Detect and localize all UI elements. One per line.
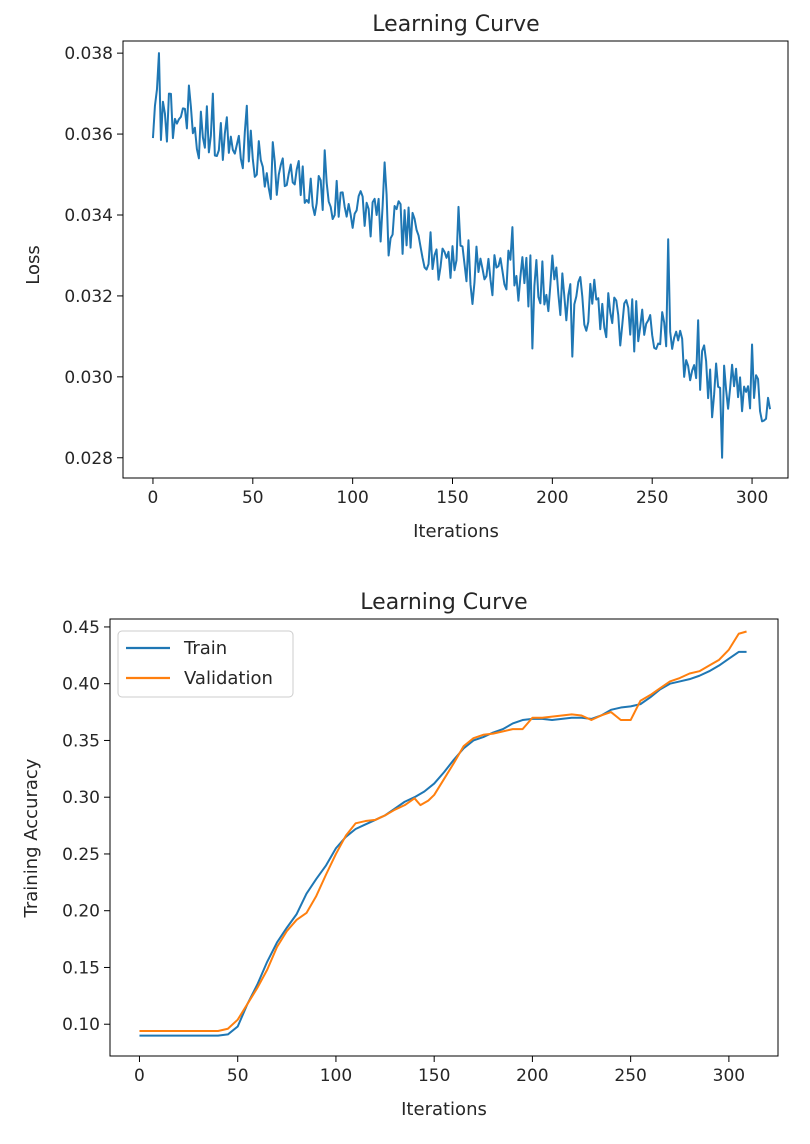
accuracy-chart-plot-area xyxy=(139,630,747,1037)
loss-chart: Learning Curve Iterations Loss 0 50 100 150… xyxy=(23,12,789,542)
loss-chart-plot-area xyxy=(151,52,772,459)
loss-chart-series-loss-line xyxy=(151,52,772,459)
accuracy-chart-xtick-label: 200 xyxy=(516,1066,548,1086)
accuracy-chart-series-validation-line xyxy=(139,630,747,1033)
loss-chart-xtick-label: 200 xyxy=(536,488,568,508)
accuracy-chart-xtick-label: 100 xyxy=(320,1066,352,1086)
loss-chart-ytick-label: 0.036 xyxy=(64,125,113,145)
accuracy-chart-xtick-label: 250 xyxy=(614,1066,646,1086)
accuracy-chart-ytick-label: 0.35 xyxy=(62,731,100,751)
accuracy-chart-ticks: 0 50 100 150 200 250 300 0.10 0.15 0.20 0.25 0.30 0.… xyxy=(62,618,745,1086)
accuracy-chart-ytick-label: 0.15 xyxy=(62,958,100,978)
accuracy-chart: Learning Curve Iterations Training Accur… xyxy=(21,590,779,1120)
accuracy-chart-ytick-label: 0.30 xyxy=(62,788,100,808)
loss-chart-ytick-label: 0.038 xyxy=(64,44,113,64)
accuracy-chart-ytick-label: 0.20 xyxy=(62,902,100,922)
legend-validation-label: Validation xyxy=(184,668,273,689)
loss-chart-ticks: 0 50 100 150 200 250 300 0.028 0.030 0.032 0.034 0.… xyxy=(64,44,768,508)
accuracy-chart-legend: Train Validation xyxy=(117,630,294,698)
loss-chart-ytick-label: 0.034 xyxy=(64,206,113,226)
legend-train-label: Train xyxy=(183,638,227,659)
accuracy-chart-ylabel: Training Accuracy xyxy=(21,758,42,918)
accuracy-chart-xtick-label: 50 xyxy=(227,1066,249,1086)
accuracy-chart-xtick-label: 0 xyxy=(134,1066,145,1086)
accuracy-chart-ytick-label: 0.10 xyxy=(62,1015,100,1035)
accuracy-chart-series-train-line xyxy=(139,650,747,1037)
loss-chart-ytick-label: 0.032 xyxy=(64,287,113,307)
loss-chart-ylabel: Loss xyxy=(23,245,44,284)
loss-chart-ytick-label: 0.028 xyxy=(64,449,113,469)
loss-chart-xtick-label: 150 xyxy=(436,488,468,508)
accuracy-chart-ytick-label: 0.40 xyxy=(62,675,100,695)
loss-chart-ytick-label: 0.030 xyxy=(64,368,113,388)
loss-chart-axes-frame xyxy=(122,40,789,479)
accuracy-chart-xtick-label: 300 xyxy=(713,1066,745,1086)
accuracy-chart-axes-frame xyxy=(109,618,779,1057)
accuracy-chart-xlabel: Iterations xyxy=(401,1099,487,1120)
loss-chart-xtick-label: 300 xyxy=(736,488,768,508)
loss-chart-xlabel: Iterations xyxy=(413,521,499,542)
loss-chart-xtick-label: 100 xyxy=(336,488,368,508)
loss-chart-xtick-label: 250 xyxy=(636,488,668,508)
accuracy-chart-title: Learning Curve xyxy=(360,590,527,615)
loss-chart-xtick-label: 50 xyxy=(242,488,264,508)
accuracy-chart-xtick-label: 150 xyxy=(418,1066,450,1086)
loss-chart-xtick-label: 0 xyxy=(148,488,159,508)
loss-chart-title: Learning Curve xyxy=(372,12,539,37)
accuracy-chart-ytick-label: 0.25 xyxy=(62,845,100,865)
accuracy-chart-ytick-label: 0.45 xyxy=(62,618,100,638)
